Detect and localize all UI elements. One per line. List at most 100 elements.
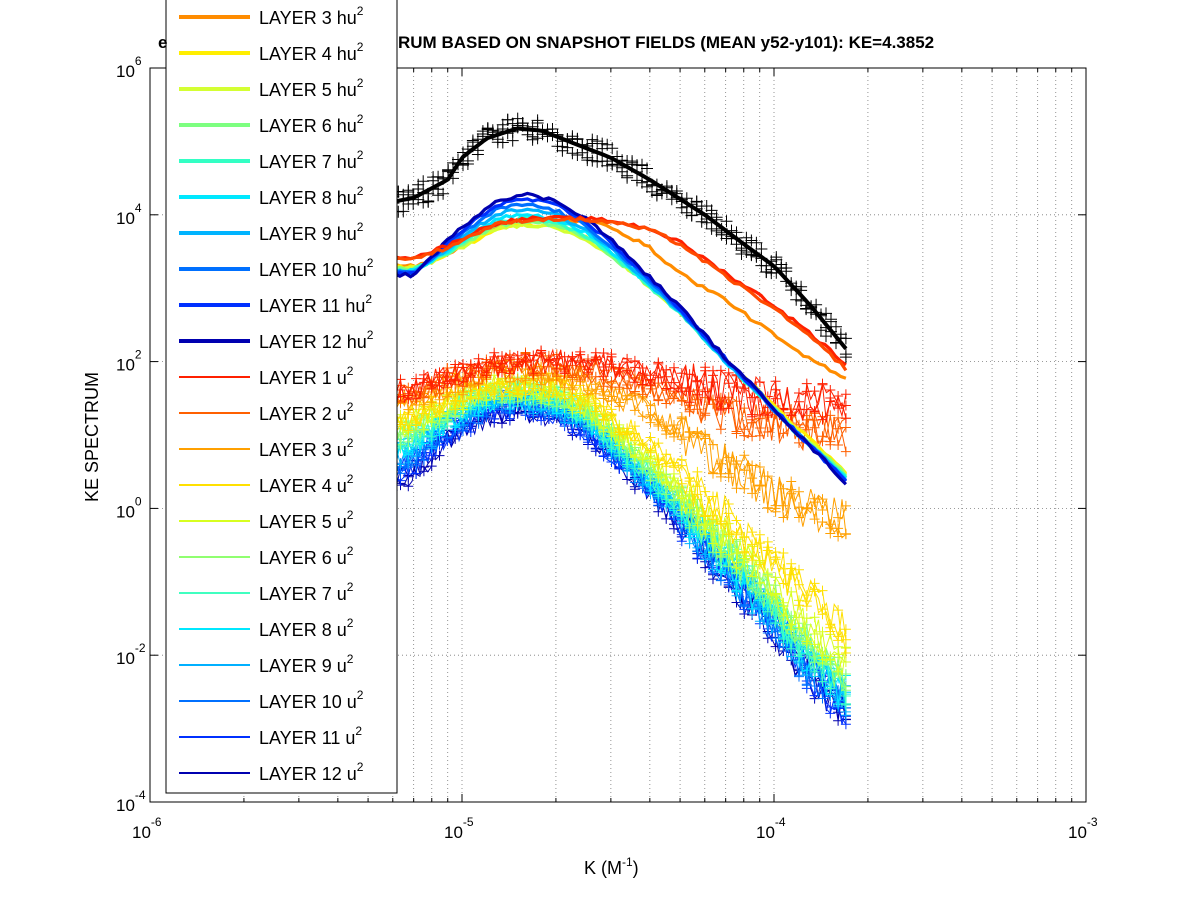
y-tick-base: 10 xyxy=(116,502,135,521)
series-marker xyxy=(794,600,804,611)
y-tick-label: 100 xyxy=(116,494,142,521)
series-marker xyxy=(723,561,734,572)
series-marker xyxy=(786,643,797,654)
legend-entry-label: LAYER 5 hu xyxy=(259,80,357,100)
legend-entry: LAYER 8 u2 xyxy=(259,616,354,640)
legend-entry-label: LAYER 7 hu xyxy=(259,152,357,172)
series-marker xyxy=(731,515,742,526)
legend-entry-sup: 2 xyxy=(357,760,364,774)
series-marker xyxy=(684,522,695,533)
chart-title: RUM BASED ON SNAPSHOT FIELDS (MEAN y52-y… xyxy=(398,33,934,52)
series-marker xyxy=(606,410,617,421)
legend-entry: LAYER 9 u2 xyxy=(259,652,354,676)
series-marker xyxy=(489,413,500,424)
x-axis-label-close: ) xyxy=(633,858,639,878)
series-marker xyxy=(778,597,789,608)
legend-entry: LAYER 12 u2 xyxy=(259,760,364,784)
series-marker xyxy=(473,393,484,404)
legend-entry-label: LAYER 6 hu xyxy=(259,116,357,136)
legend-entry-label: LAYER 3 u xyxy=(259,440,347,460)
legend-entry-label: LAYER 7 u xyxy=(259,584,347,604)
legend-entry: LAYER 4 hu2 xyxy=(259,40,364,64)
series-marker xyxy=(536,379,547,390)
legend-entry: LAYER 2 u2 xyxy=(259,400,354,424)
legend-entry-sup: 2 xyxy=(347,508,354,522)
x-tick-exponent: -4 xyxy=(775,815,786,829)
series-marker xyxy=(825,708,836,719)
series-marker xyxy=(778,548,789,558)
series-marker xyxy=(801,665,812,676)
legend-entry-label: LAYER 11 hu xyxy=(259,296,365,316)
series-marker xyxy=(840,719,851,730)
series-marker xyxy=(676,490,687,501)
series-marker xyxy=(754,538,765,549)
series-marker xyxy=(637,454,648,465)
legend-entry: LAYER 10 hu2 xyxy=(259,256,374,280)
series-marker xyxy=(497,418,507,429)
y-tick-label: 106 xyxy=(116,54,142,81)
series-marker xyxy=(661,478,672,488)
legend-entry-label: LAYER 10 hu xyxy=(259,260,367,280)
series-marker xyxy=(747,488,758,499)
y-tick-base: 10 xyxy=(116,209,135,228)
legend-entry: LAYER 7 hu2 xyxy=(259,148,364,172)
series-marker xyxy=(567,427,578,438)
series-marker xyxy=(833,699,844,710)
series-marker xyxy=(825,622,836,633)
series-marker xyxy=(481,385,492,396)
series-marker xyxy=(723,508,734,519)
x-axis-label-main: K (M xyxy=(584,858,622,878)
series-marker xyxy=(840,624,851,635)
series-marker xyxy=(559,393,570,404)
series-marker xyxy=(747,555,758,566)
series-marker xyxy=(653,472,664,483)
series-marker xyxy=(801,638,812,649)
series-marker xyxy=(692,466,703,477)
y-tick-exponent: 4 xyxy=(135,201,142,215)
x-tick-base: 10 xyxy=(756,823,775,842)
legend-entry-sup: 2 xyxy=(367,328,374,342)
legend-entry: LAYER 11 u2 xyxy=(259,724,362,748)
x-tick-exponent: -3 xyxy=(1087,815,1098,829)
series-marker xyxy=(411,418,422,429)
series-marker xyxy=(739,601,750,612)
legend-entry: LAYER 9 hu2 xyxy=(259,220,364,244)
legend-entry: LAYER 4 u2 xyxy=(259,472,354,496)
series-marker xyxy=(778,620,789,631)
series-marker xyxy=(739,450,750,461)
x-tick-label: 10-4 xyxy=(756,815,786,842)
series-marker xyxy=(676,536,687,547)
legend-entry-sup: 2 xyxy=(357,40,364,54)
series-marker xyxy=(692,509,703,520)
series-marker xyxy=(786,563,797,574)
series-marker xyxy=(700,486,711,497)
series-marker xyxy=(551,401,562,412)
series-marker xyxy=(426,431,437,442)
series-marker xyxy=(739,547,750,558)
series-marker xyxy=(708,491,718,502)
series-marker xyxy=(520,385,531,396)
series-marker xyxy=(598,426,609,437)
series-marker xyxy=(692,542,703,553)
series-marker xyxy=(754,578,765,589)
legend-entry-sup: 2 xyxy=(347,616,354,630)
series-marker xyxy=(809,586,820,597)
series-marker xyxy=(442,432,453,443)
series-marker xyxy=(747,583,758,593)
series-marker xyxy=(825,683,836,694)
series-marker xyxy=(840,648,851,658)
series-marker xyxy=(731,585,742,596)
series-marker xyxy=(770,572,781,583)
series-marker xyxy=(684,503,695,514)
legend-entry-sup: 2 xyxy=(365,292,372,306)
y-tick-exponent: 2 xyxy=(135,348,142,362)
chart-title-prefix: e xyxy=(158,33,167,52)
series-marker xyxy=(778,611,789,621)
series-marker xyxy=(825,655,836,666)
series-marker xyxy=(786,476,797,487)
series-marker xyxy=(801,679,812,690)
series-marker xyxy=(739,532,750,543)
legend-entry-label: LAYER 1 u xyxy=(259,368,347,388)
series-marker xyxy=(723,529,734,540)
series-marker xyxy=(622,427,633,438)
